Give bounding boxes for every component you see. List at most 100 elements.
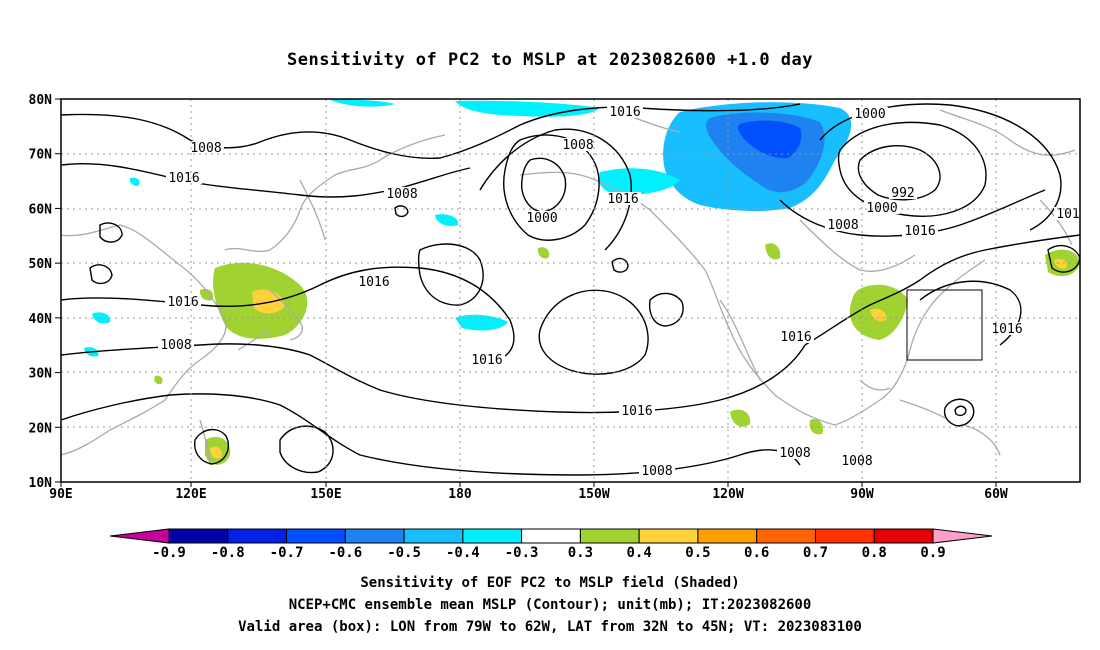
colorbar-tick-label: 0.4 <box>627 545 652 561</box>
map-title: Sensitivity of PC2 to MSLP at 2023082600… <box>286 50 813 70</box>
positive-sensitivity-core <box>252 289 285 314</box>
colorbar-swatch <box>579 528 640 544</box>
colorbar-tick-label: -0.8 <box>211 545 245 561</box>
shaded-sensitivity <box>84 99 1080 465</box>
contour-labels: 1016 1000 1008 1008 1016 1008 992 1016 1000 1000 1… <box>158 105 1082 479</box>
lat-tick-label: 20N <box>29 421 53 436</box>
contour-label-bg <box>165 295 201 308</box>
contour-label-bg <box>469 353 505 366</box>
colorbar-swatch <box>638 528 699 544</box>
negative-sensitivity-area <box>598 168 680 196</box>
contour-label: 1016 <box>168 171 199 186</box>
lon-tick-label: 180 <box>448 487 472 502</box>
footer-line-2: NCEP+CMC ensemble mean MSLP (Contour); u… <box>288 597 812 613</box>
contour-label: 1008 <box>827 218 858 233</box>
colorbar-swatch <box>168 528 229 544</box>
colorbar-swatch <box>286 528 346 544</box>
lat-tick-label: 40N <box>29 312 53 327</box>
lon-tick-label: 120E <box>175 487 206 502</box>
contour-label-bg <box>777 446 813 459</box>
lon-tick-label: 150W <box>578 487 609 502</box>
colorbar-tick-label: 0.6 <box>744 545 769 561</box>
negative-sensitivity-area <box>129 177 140 186</box>
contour-label-bg <box>384 187 420 200</box>
positive-sensitivity-core <box>210 446 222 459</box>
contour-label-bg <box>902 224 938 237</box>
contour-label: 1000 <box>854 107 885 122</box>
colorbar-swatch <box>521 528 581 544</box>
contour-label-bg <box>778 330 814 343</box>
lat-tick-label: 10N <box>29 476 53 491</box>
positive-sensitivity-area <box>537 247 550 259</box>
colorbar-swatch <box>756 528 816 544</box>
latitude-axis: 80N 70N 60N 50N 40N 30N 20N 10N <box>29 93 61 491</box>
negative-sensitivity-area <box>455 314 508 331</box>
contour-label: 1016 <box>904 224 935 239</box>
negative-sensitivity-area <box>455 100 600 117</box>
contour-label-bg <box>607 105 643 118</box>
contour-label: 1016 <box>471 353 502 368</box>
contour-label-bg <box>166 171 202 184</box>
contour-label-bg <box>619 404 655 417</box>
contour-label: 101 <box>1056 207 1079 222</box>
valid-area-box <box>906 289 983 361</box>
colorbar-swatch <box>462 528 523 544</box>
contour-label: 1008 <box>386 187 417 202</box>
lat-tick-label: 50N <box>29 257 53 272</box>
colorbar-swatch <box>873 528 934 544</box>
colorbar-swatch <box>814 528 875 544</box>
contour-label: 1008 <box>841 454 872 469</box>
contour-label: 1000 <box>866 201 897 216</box>
lon-tick-label: 90W <box>850 487 874 502</box>
colorbar-tick-label: 0.5 <box>685 545 710 561</box>
contour-label: 1008 <box>641 464 672 479</box>
positive-sensitivity-area <box>199 288 214 301</box>
positive-sensitivity-area <box>809 418 824 435</box>
colorbar-tick-label: 0.8 <box>862 545 887 561</box>
contour-label: 1016 <box>167 295 198 310</box>
contour-label: 992 <box>891 186 914 201</box>
footer-line-1: Sensitivity of EOF PC2 to MSLP field (Sh… <box>360 575 740 591</box>
colorbar-tick-label: -0.9 <box>152 545 186 561</box>
contour-label-bg <box>864 201 900 214</box>
colorbar: -0.9 -0.8 -0.7 -0.6 -0.5 -0.4 -0.3 0.3 0.4 0.5 0.6… <box>109 528 993 561</box>
isobars <box>61 103 1080 476</box>
graticule <box>61 99 1080 482</box>
colorbar-tick-label: 0.7 <box>803 545 828 561</box>
lat-tick-label: 80N <box>29 93 53 108</box>
contour-label-bg <box>839 454 875 467</box>
contour-label-bg <box>889 186 917 199</box>
colorbar-tick-label: -0.4 <box>446 545 480 561</box>
contour-label-bg <box>1054 207 1082 220</box>
lat-tick-label: 60N <box>29 202 53 217</box>
contour-label: 1008 <box>779 446 810 461</box>
colorbar-tick-label: -0.7 <box>270 545 304 561</box>
positive-sensitivity-area <box>154 375 163 385</box>
contour-label-bg <box>158 338 194 351</box>
colorbar-tick-label: 0.9 <box>920 545 945 561</box>
colorbar-tick-label: -0.3 <box>505 545 539 561</box>
lon-tick-label: 120W <box>712 487 743 502</box>
positive-sensitivity-core <box>870 308 887 322</box>
contour-label: 1016 <box>621 404 652 419</box>
colorbar-tick-label: 0.3 <box>568 545 593 561</box>
contour-label: 1008 <box>562 138 593 153</box>
negative-sensitivity-area <box>435 214 459 226</box>
negative-sensitivity-area <box>92 312 111 324</box>
colorbar-tick-label: -0.5 <box>387 545 421 561</box>
positive-sensitivity-core <box>1054 258 1068 269</box>
lon-tick-label: 150E <box>310 487 341 502</box>
colorbar-tip-high <box>932 528 993 544</box>
colorbar-swatch <box>227 528 288 544</box>
contour-label-bg <box>560 138 596 151</box>
contour-label: 1000 <box>526 211 557 226</box>
positive-sensitivity-area <box>730 409 751 427</box>
contour-label: 1016 <box>609 105 640 120</box>
contour-label-bg <box>524 211 560 224</box>
contour-label-bg <box>989 322 1025 335</box>
colorbar-swatch <box>344 528 405 544</box>
colorbar-swatch <box>697 528 758 544</box>
negative-sensitivity-area <box>330 99 395 107</box>
contour-label-bg <box>605 192 641 205</box>
positive-sensitivity-area <box>765 243 781 260</box>
